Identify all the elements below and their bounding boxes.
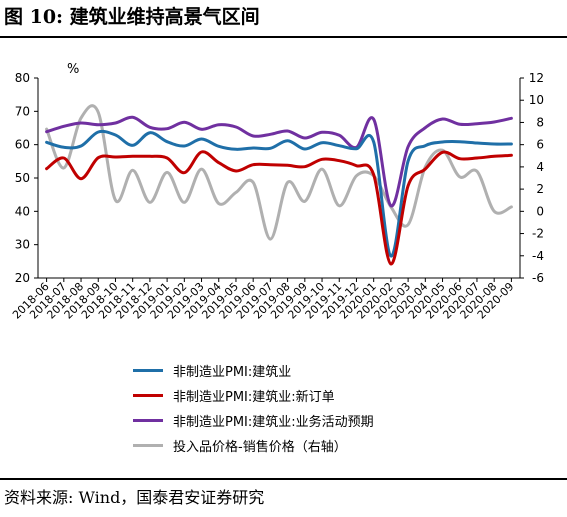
right-tick-label: -6 [532,271,544,285]
legend-swatch-construction [133,369,163,372]
left-axis-ticks: 80 70 60 50 40 30 20 [15,71,38,285]
left-tick-label: 80 [15,71,30,85]
right-tick-label: 4 [536,160,544,174]
left-axis-unit: % [67,62,79,77]
right-tick-label: 2 [536,182,544,196]
legend-swatch-expectations [133,419,163,422]
right-tick-label: 6 [536,138,544,152]
legend-label-construction: 非制造业PMI:建筑业 [173,365,292,380]
right-tick-label: -2 [532,227,544,241]
source-note: 资料来源: Wind，国泰君安证券研究 [4,488,265,507]
series-construction-line [45,129,513,258]
source-rule [0,478,567,480]
left-tick-label: 30 [15,238,30,252]
left-tick-label: 50 [15,171,30,185]
series-new-orders-line [45,150,513,266]
left-tick-label: 60 [15,138,30,152]
legend-label-expectations: 非制造业PMI:建筑业:业务活动预期 [173,415,374,430]
x-axis-ticks: 2018-062018-072018-082018-092018-102018-… [10,278,517,322]
right-tick-label: 10 [529,93,544,107]
legend-label-price-spread: 投入品价格-销售价格（右轴） [173,440,347,455]
left-tick-label: 20 [15,271,30,285]
title-rule [0,36,567,38]
legend-swatch-price-spread [133,444,163,447]
series-expectations-line [45,115,513,208]
legend-swatch-new-orders [133,394,163,397]
right-axis-ticks: 12 10 8 6 4 2 0 -2 -4 -6 [520,71,544,285]
right-tick-label: 12 [529,71,544,85]
right-tick-label: 8 [536,115,544,129]
series-layer [45,104,513,266]
left-tick-label: 70 [15,104,30,118]
figure-title: 图 10: 建筑业维持高景气区间 [4,6,260,28]
right-tick-label: -4 [532,249,544,263]
right-tick-label: 0 [536,204,544,218]
series-price-spread-line [45,104,513,241]
legend-label-new-orders: 非制造业PMI:建筑业:新订单 [173,390,335,405]
left-tick-label: 40 [15,204,30,218]
